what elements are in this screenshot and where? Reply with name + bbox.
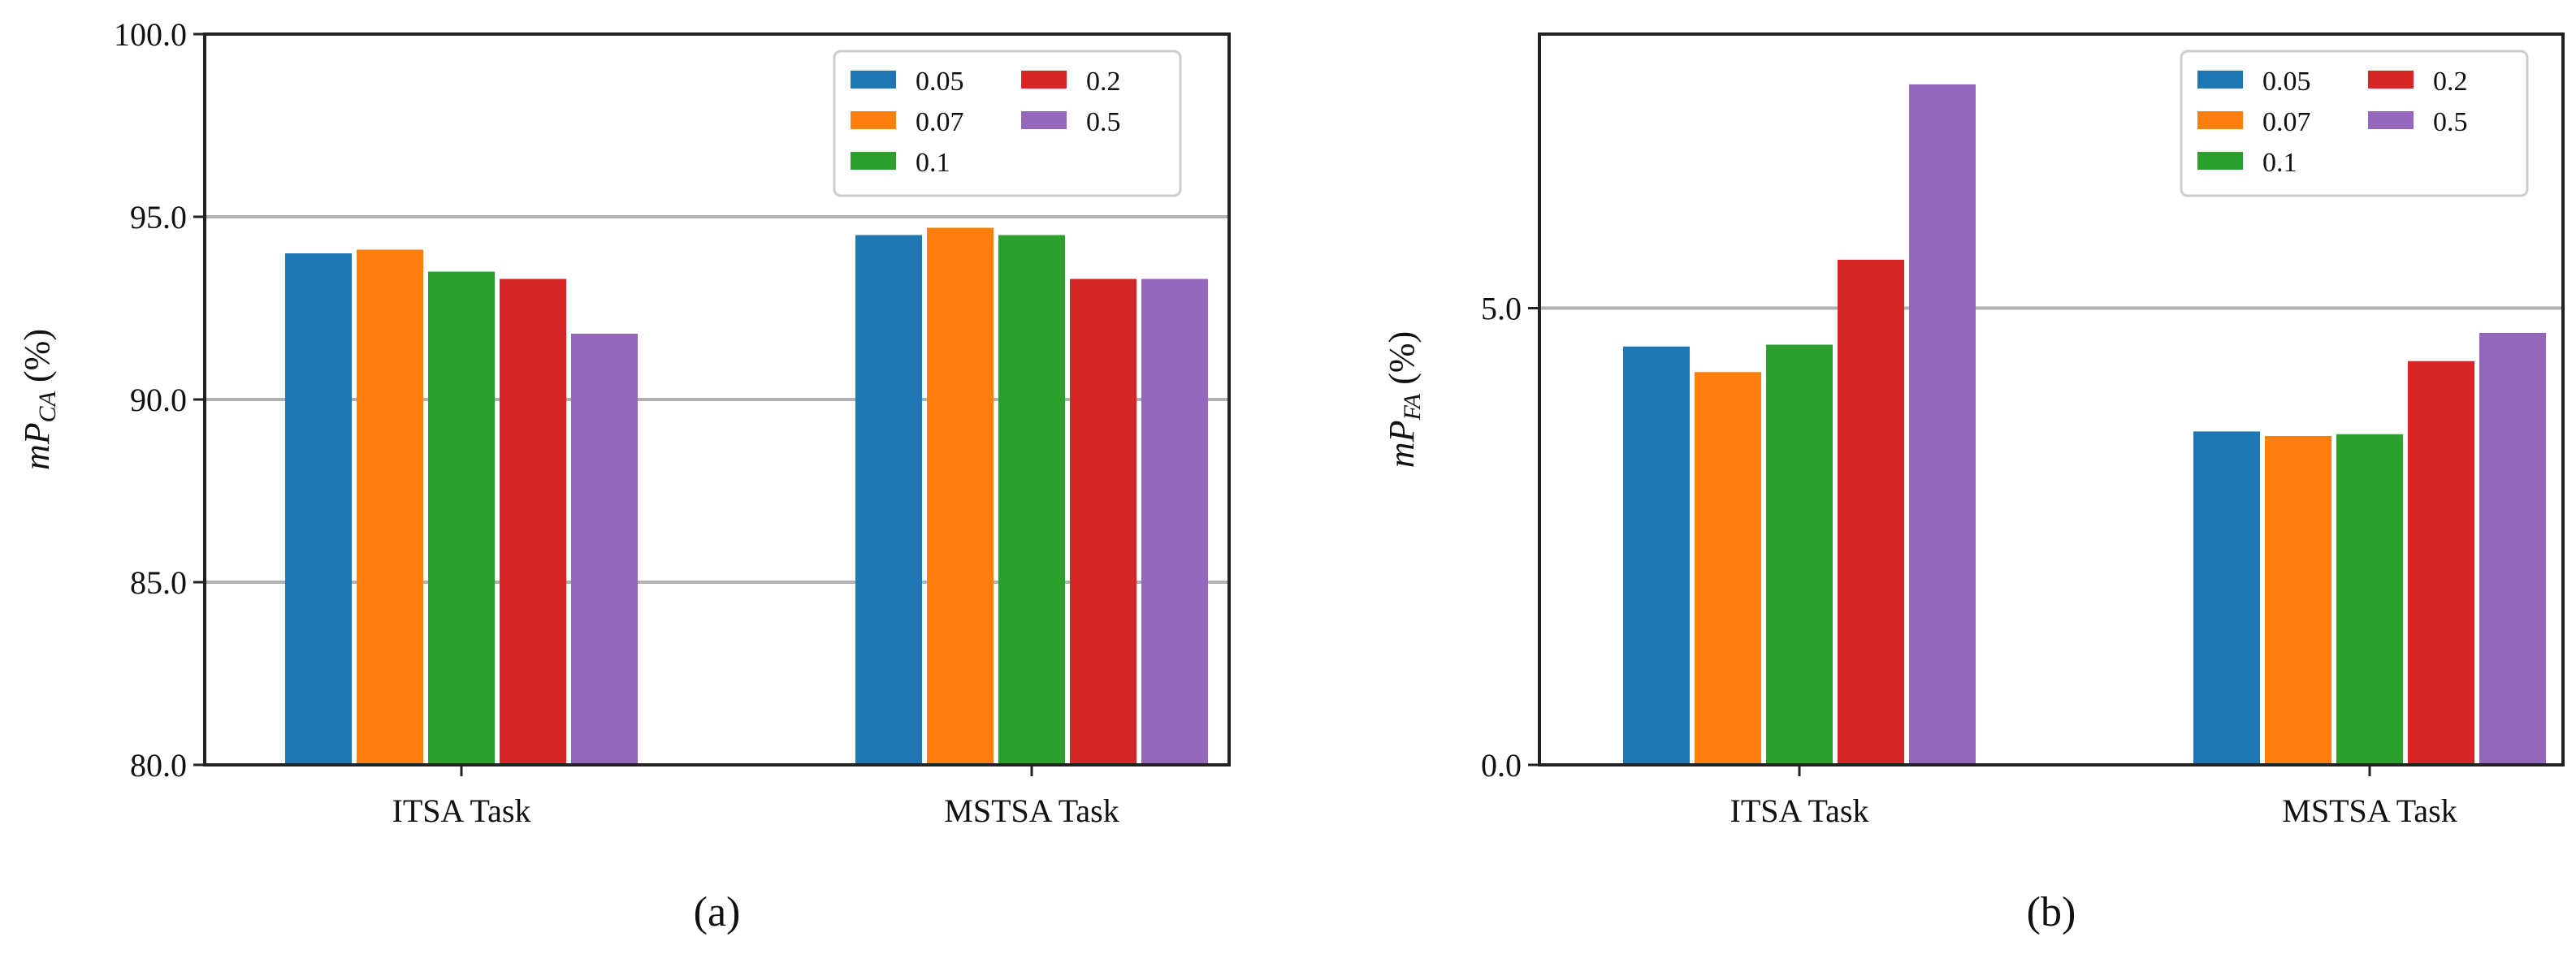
bar-a-mstsa-0.05 — [855, 235, 922, 765]
legend-label-0.2: 0.2 — [2433, 67, 2468, 97]
bar-a-itsa-0.05 — [285, 253, 352, 765]
bar-b-mstsa-0.5 — [2479, 332, 2546, 765]
bar-b-itsa-0.2 — [1838, 259, 1904, 765]
legend-swatch-0.5 — [1021, 111, 1067, 129]
legend-label-0.5: 0.5 — [1086, 107, 1121, 137]
bar-a-itsa-0.5 — [571, 334, 638, 765]
legend-swatch-0.2 — [1021, 71, 1067, 89]
legend-label-0.07: 0.07 — [2262, 107, 2311, 137]
axes-frame — [1538, 32, 2565, 767]
legend-swatch-0.05 — [851, 71, 896, 89]
legend-swatch-0.05 — [2197, 71, 2243, 89]
bar-b-itsa-0.1 — [1766, 344, 1833, 765]
y-axis-label: mPFA (%) — [1382, 331, 1426, 468]
panel-caption: (a) — [694, 889, 741, 935]
legend-swatch-0.07 — [851, 111, 896, 129]
bar-b-itsa-0.07 — [1695, 372, 1761, 765]
legend-label-0.1: 0.1 — [916, 148, 950, 178]
y-tick-label: 0.0 — [1481, 747, 1522, 784]
y-tick-label: 95.0 — [130, 199, 187, 235]
bar-b-itsa-0.5 — [1909, 84, 1976, 765]
bar-a-mstsa-0.2 — [1070, 279, 1136, 765]
bar-a-mstsa-0.5 — [1141, 279, 1208, 765]
panel-a: 80.0 85.0 90.0 95.0 100.0 ITSA Task MSTSA Task… — [17, 16, 1231, 935]
bar-b-mstsa-0.07 — [2265, 436, 2331, 765]
x-tick-label: MSTSA Task — [944, 792, 1119, 829]
y-tick-label: 85.0 — [130, 564, 187, 601]
bar-a-itsa-0.1 — [428, 271, 495, 765]
legend: 0.05 0.07 0.1 0.2 0.5 — [2180, 50, 2529, 197]
y-tick-label: 80.0 — [130, 747, 187, 784]
legend-label-0.1: 0.1 — [2262, 148, 2297, 178]
bar-b-itsa-0.05 — [1623, 346, 1690, 765]
legend-swatch-0.1 — [2197, 152, 2243, 170]
y-axis-label: mPCA (%) — [17, 329, 61, 470]
legend-label-0.07: 0.07 — [916, 107, 964, 137]
y-tick-label: 5.0 — [1481, 291, 1522, 327]
bar-a-mstsa-0.1 — [998, 235, 1065, 765]
legend-label-0.05: 0.05 — [2262, 67, 2311, 97]
legend-label-0.05: 0.05 — [916, 67, 964, 97]
bar-a-itsa-0.07 — [357, 249, 423, 765]
x-tick-label: ITSA Task — [392, 792, 531, 829]
panel-caption: (b) — [2027, 889, 2076, 935]
x-tick-label: MSTSA Task — [2282, 792, 2457, 829]
legend-label-0.2: 0.2 — [1086, 67, 1121, 97]
bar-b-mstsa-0.1 — [2336, 434, 2403, 765]
legend-swatch-0.5 — [2368, 111, 2414, 129]
legend-label-0.5: 0.5 — [2433, 107, 2468, 137]
bar-a-itsa-0.2 — [500, 279, 566, 765]
legend-frame — [833, 50, 1182, 197]
bar-b-mstsa-0.2 — [2408, 361, 2474, 765]
legend-swatch-0.1 — [851, 152, 896, 170]
bar-a-mstsa-0.07 — [927, 227, 994, 765]
x-tick-label: ITSA Task — [1730, 792, 1869, 829]
bar-b-mstsa-0.05 — [2193, 431, 2260, 765]
legend-frame — [2180, 50, 2529, 197]
y-tick-label: 90.0 — [130, 382, 187, 418]
y-tick-label: 100.0 — [114, 16, 187, 53]
legend-swatch-0.2 — [2368, 71, 2414, 89]
legend: 0.05 0.07 0.1 0.2 0.5 — [833, 50, 1182, 197]
legend-swatch-0.07 — [2197, 111, 2243, 129]
